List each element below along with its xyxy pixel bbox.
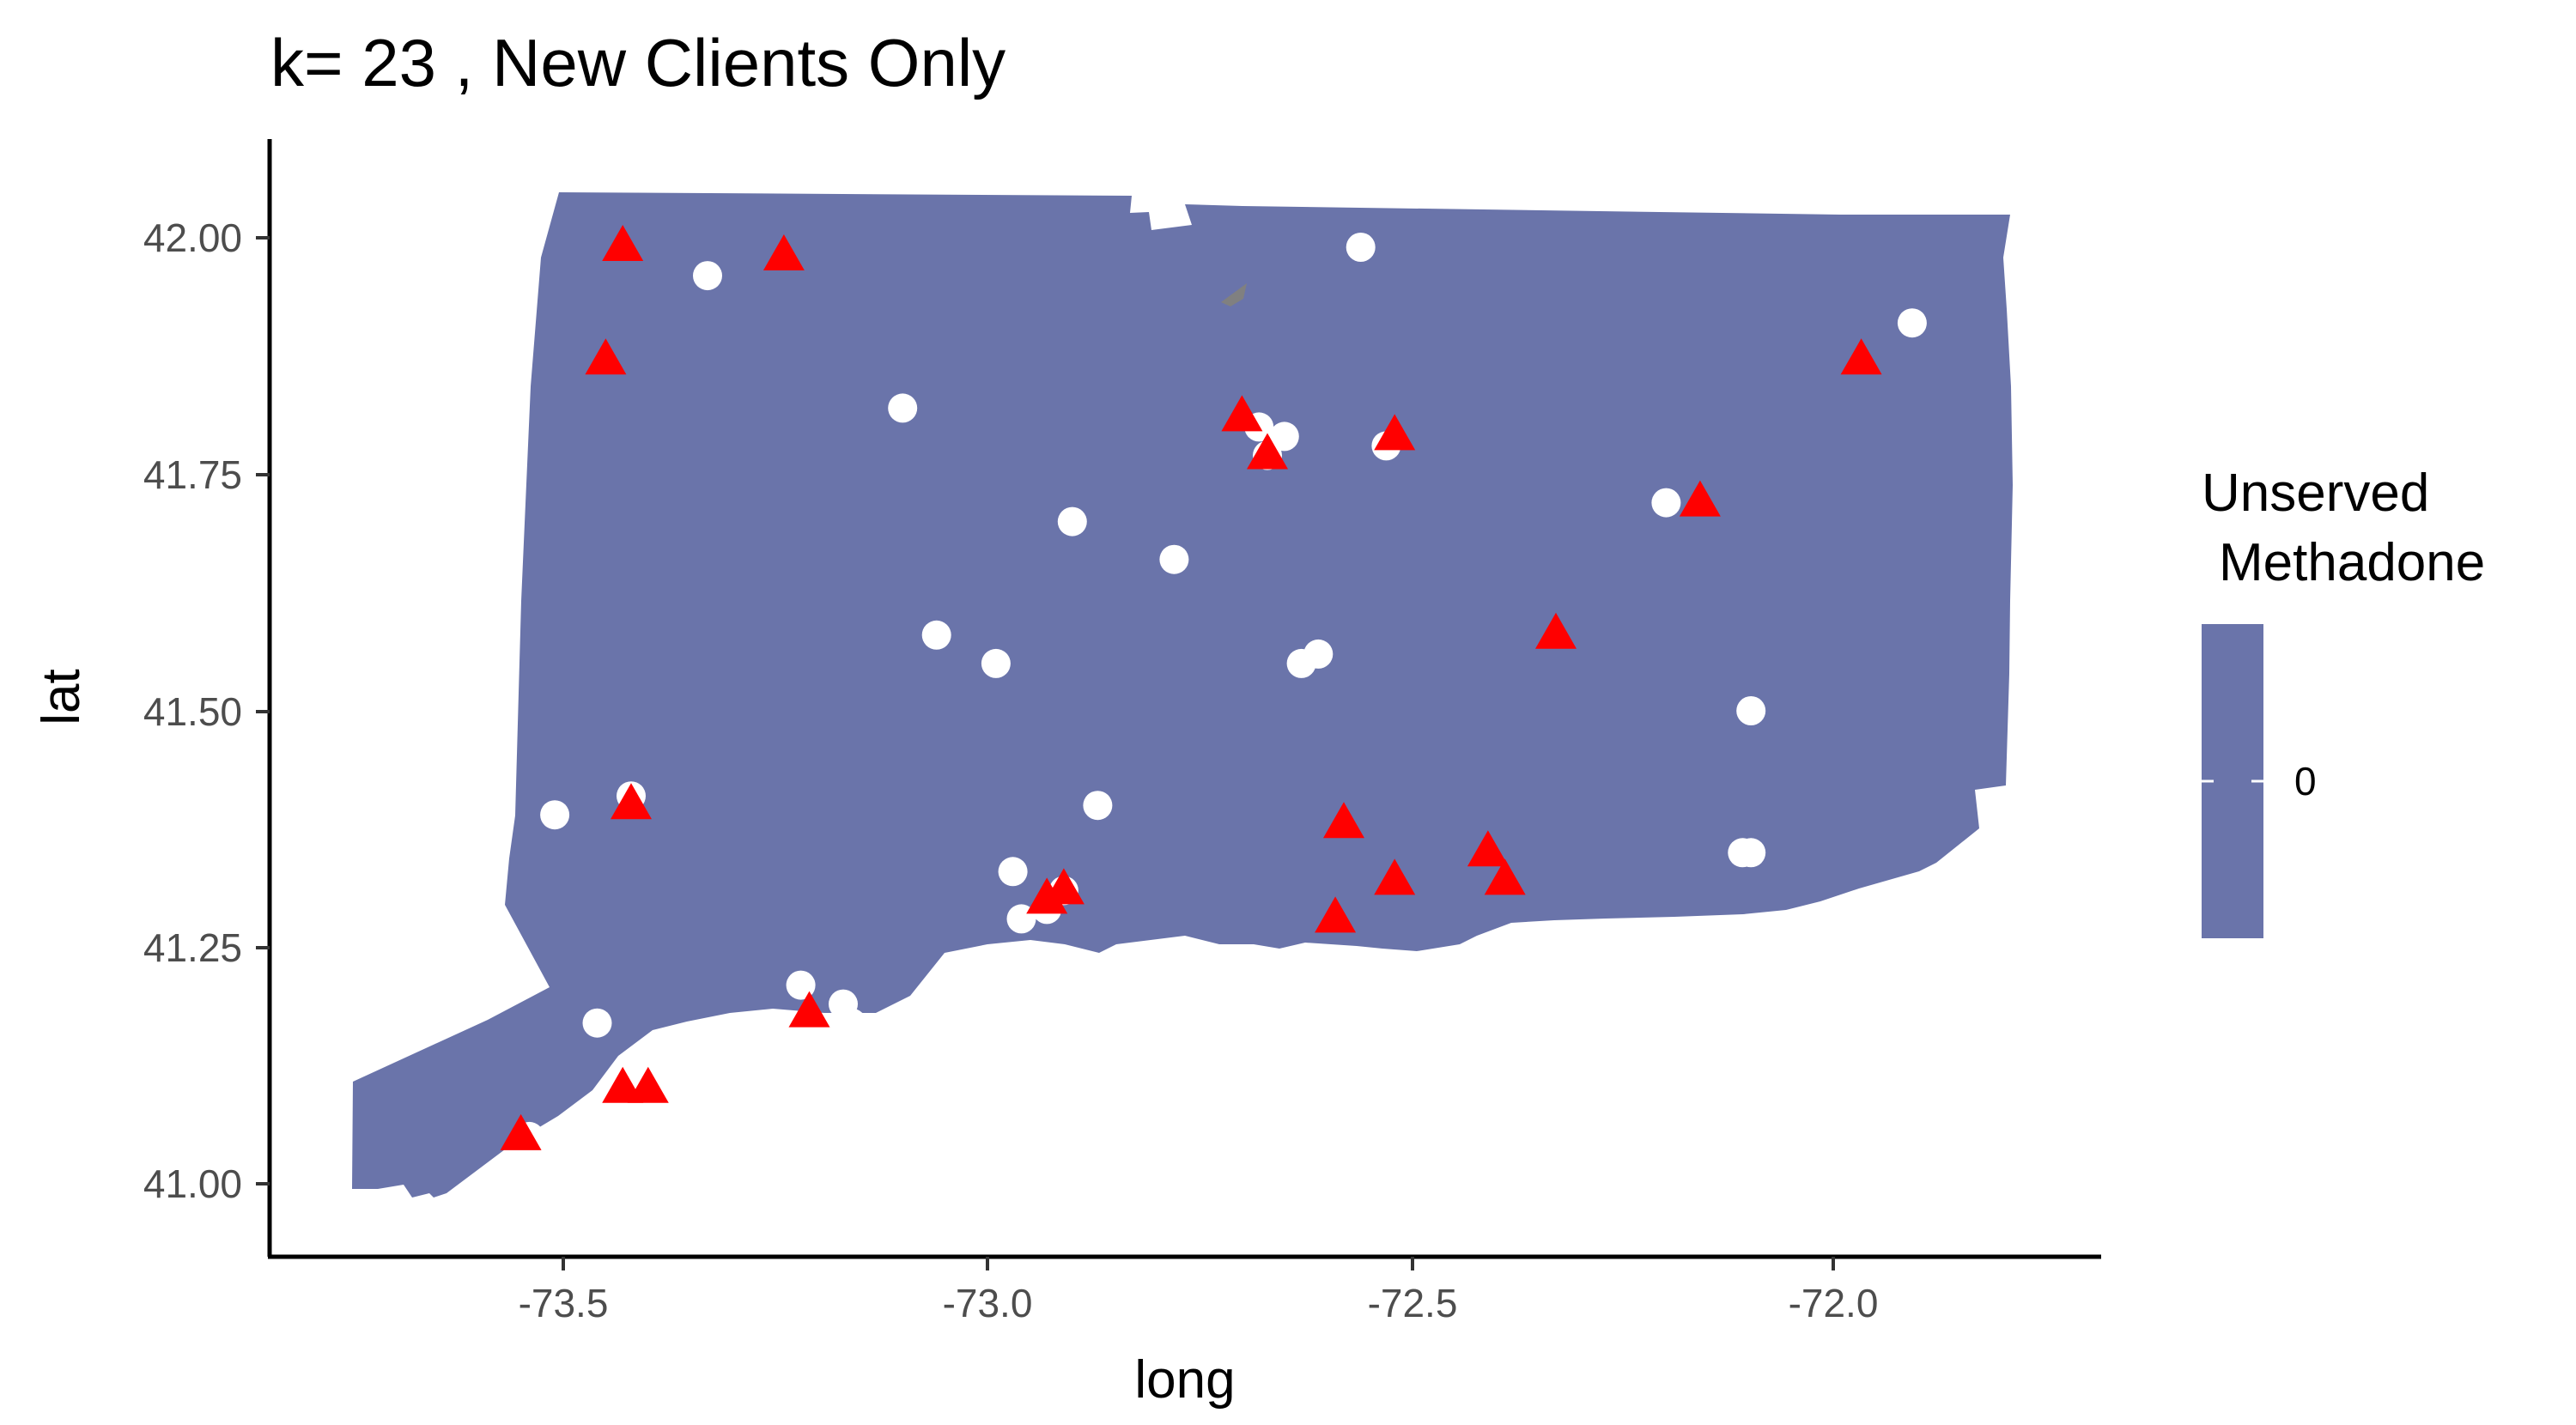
circle-marker bbox=[888, 393, 918, 423]
triangle-marker bbox=[1042, 868, 1084, 905]
circle-marker bbox=[1736, 838, 1766, 868]
circle-marker bbox=[981, 648, 1011, 678]
x-axis-title: long bbox=[1134, 1350, 1235, 1410]
triangle-marker bbox=[627, 1066, 669, 1103]
triangle-marker bbox=[1374, 414, 1416, 451]
triangle-marker bbox=[1484, 858, 1526, 895]
legend-title-line2: Methadone bbox=[2219, 533, 2485, 592]
y-tick-label: 41.00 bbox=[143, 1161, 242, 1206]
y-tick-label: 41.75 bbox=[143, 452, 242, 497]
circle-marker bbox=[836, 1008, 866, 1038]
circle-marker bbox=[1057, 506, 1087, 537]
circle-marker bbox=[998, 857, 1028, 887]
triangle-marker bbox=[1026, 877, 1068, 914]
y-tick-label: 41.25 bbox=[143, 925, 242, 970]
circle-marker bbox=[540, 800, 570, 830]
circle-marker bbox=[1159, 544, 1189, 574]
triangle-marker bbox=[602, 225, 644, 261]
triangle-marker bbox=[762, 234, 805, 270]
circle-marker bbox=[1346, 233, 1376, 262]
triangle-marker bbox=[1535, 612, 1577, 649]
x-tick-label: -73.0 bbox=[943, 1281, 1033, 1325]
triangle-marker bbox=[1374, 858, 1416, 895]
circle-marker bbox=[1651, 488, 1681, 518]
triangle-marker bbox=[1221, 395, 1263, 432]
legend-label: 0 bbox=[2294, 759, 2317, 803]
circle-marker bbox=[693, 261, 722, 291]
legend: Unserved Methadone 0 bbox=[2202, 464, 2485, 938]
x-tick-label: -73.5 bbox=[519, 1281, 609, 1325]
triangle-marker bbox=[788, 991, 830, 1028]
facility-locations bbox=[500, 225, 1882, 1150]
circle-marker bbox=[921, 620, 951, 650]
y-tick-label: 42.00 bbox=[143, 215, 242, 260]
circle-marker bbox=[1269, 421, 1299, 452]
circle-marker bbox=[1897, 308, 1927, 338]
triangle-marker bbox=[611, 783, 652, 820]
circle-marker bbox=[582, 1008, 612, 1038]
legend-title-line1: Unserved bbox=[2202, 464, 2429, 523]
triangle-marker bbox=[1679, 480, 1721, 517]
circle-marker bbox=[786, 970, 816, 1000]
triangle-marker bbox=[1247, 433, 1288, 470]
circle-marker bbox=[1736, 696, 1766, 725]
chart-title: k= 23 , New Clients Only bbox=[270, 25, 1005, 100]
y-tick-label: 41.50 bbox=[143, 689, 242, 734]
circle-marker bbox=[1083, 791, 1113, 821]
triangle-marker bbox=[500, 1113, 542, 1150]
state-region bbox=[352, 192, 2013, 1198]
y-axis-title: lat bbox=[32, 669, 91, 725]
triangle-marker bbox=[1315, 896, 1357, 933]
x-tick-label: -72.5 bbox=[1368, 1281, 1458, 1325]
x-tick-label: -72.0 bbox=[1789, 1281, 1879, 1325]
triangle-marker bbox=[1467, 830, 1509, 867]
circle-marker bbox=[1303, 639, 1334, 669]
small-grey-feature bbox=[1221, 283, 1247, 306]
triangle-marker bbox=[585, 338, 627, 375]
triangle-marker bbox=[1323, 802, 1364, 839]
triangle-marker bbox=[1840, 338, 1882, 375]
